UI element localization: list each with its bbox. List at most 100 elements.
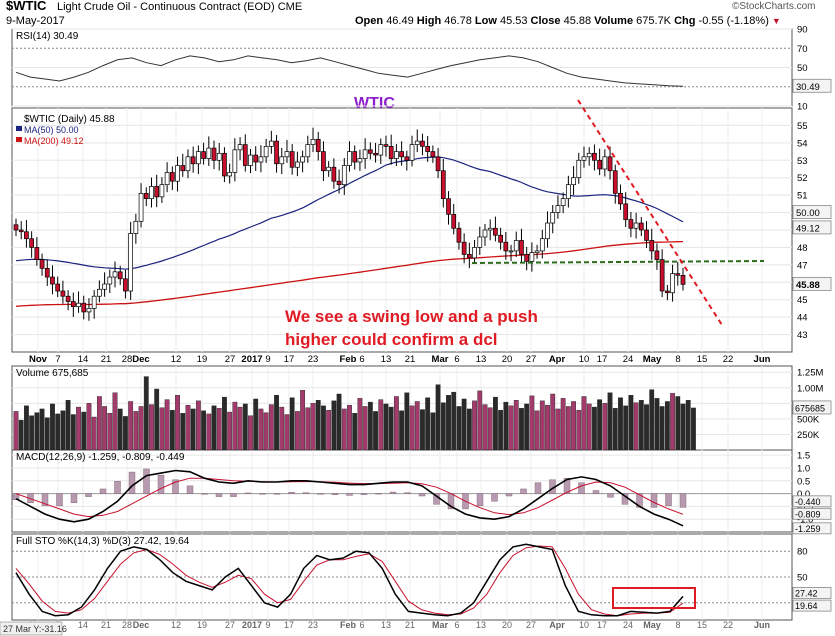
candle-body bbox=[216, 152, 222, 161]
candle-body bbox=[190, 156, 196, 165]
volume-bar bbox=[102, 406, 107, 451]
candle-body bbox=[435, 156, 441, 172]
x-tick-label: 6 bbox=[454, 354, 459, 365]
sto-x-tick-label: Jun bbox=[754, 620, 770, 630]
candle-body bbox=[76, 302, 81, 308]
x-tick-label: 22 bbox=[723, 354, 734, 365]
sto-x-tick-label: 12 bbox=[171, 620, 181, 630]
sto-x-tick-label: 13 bbox=[381, 620, 391, 630]
sto-x-tick-label: Feb bbox=[340, 620, 357, 630]
candle-body bbox=[482, 229, 488, 238]
x-tick-label: Feb bbox=[340, 354, 357, 365]
volume-bar bbox=[65, 400, 71, 451]
volume-bar bbox=[435, 384, 441, 451]
candle-body bbox=[159, 184, 165, 198]
sto-legend: Full STO %K(14,3) %D(3) 27.42, 19.64 bbox=[16, 536, 190, 547]
x-tick-label: 15 bbox=[697, 354, 708, 365]
candle-body bbox=[321, 151, 326, 172]
volume-bar bbox=[107, 413, 113, 451]
volume-bar bbox=[253, 398, 259, 451]
sto-x-tick-label: 15 bbox=[697, 620, 707, 630]
volume-bar bbox=[623, 405, 629, 451]
volume-bar bbox=[232, 401, 238, 451]
volume-value: 675.7K bbox=[636, 15, 672, 27]
volume-bar bbox=[216, 408, 222, 451]
candle-body bbox=[175, 165, 180, 182]
candle-body bbox=[237, 144, 243, 151]
candle-body bbox=[425, 145, 431, 152]
volume-y-tick-label: 500K bbox=[797, 414, 820, 425]
price-legend-symbol: $WTIC (Daily) 45.88 bbox=[24, 114, 115, 125]
price-legend-ma200: MA(200) 49.12 bbox=[24, 136, 84, 146]
price-y-tick-label: 48 bbox=[797, 243, 808, 254]
price-y-tick-label: 52 bbox=[797, 173, 808, 184]
candle-body bbox=[602, 156, 608, 170]
volume-bar bbox=[420, 409, 425, 451]
volume-bar bbox=[154, 388, 160, 451]
volume-bar bbox=[24, 405, 29, 451]
sto-last-value-label: 27.42 bbox=[795, 588, 818, 598]
volume-bar bbox=[477, 390, 483, 451]
x-tick-label: 7 bbox=[55, 354, 60, 365]
candle-body bbox=[133, 220, 139, 234]
candle-body bbox=[29, 238, 34, 248]
x-tick-label: 27 bbox=[225, 354, 236, 365]
candle-body bbox=[143, 193, 149, 199]
volume-bar bbox=[164, 399, 170, 451]
volume-bar bbox=[550, 393, 556, 451]
volume-bar bbox=[18, 419, 24, 451]
volume-bar bbox=[159, 407, 165, 451]
sto-k-line bbox=[15, 543, 684, 617]
candle-body bbox=[680, 274, 686, 285]
candle-body bbox=[50, 276, 55, 285]
volume-bar bbox=[628, 395, 634, 451]
volume-bar bbox=[128, 401, 134, 451]
volume-bar bbox=[326, 409, 332, 451]
volume-bar bbox=[638, 400, 644, 451]
x-tick-label: 10 bbox=[579, 354, 590, 365]
volume-bar bbox=[430, 412, 436, 451]
volume-bar bbox=[461, 398, 467, 451]
candle-body bbox=[519, 240, 524, 255]
candle-body bbox=[566, 184, 571, 199]
volume-bar bbox=[383, 403, 389, 451]
price-y-tick-label: 45 bbox=[797, 295, 808, 306]
volume-bar bbox=[258, 408, 264, 451]
volume-bar bbox=[586, 403, 592, 451]
price-y-tick-label: 44 bbox=[797, 313, 808, 324]
candle-body bbox=[446, 198, 451, 215]
price-last-value-label: 49.12 bbox=[796, 223, 820, 234]
macd-y-tick-label: 1.5 bbox=[797, 451, 810, 462]
volume-bar bbox=[222, 396, 227, 451]
x-tick-label: 19 bbox=[197, 354, 208, 365]
volume-bar bbox=[91, 416, 97, 451]
volume-bar bbox=[597, 399, 603, 451]
volume-bar bbox=[169, 409, 175, 451]
sto-x-tick-label: 21 bbox=[101, 620, 111, 630]
volume-bar bbox=[498, 409, 504, 451]
candle-body bbox=[440, 170, 446, 199]
sto-x-tick-label: 9 bbox=[265, 620, 270, 630]
candle-body bbox=[128, 233, 133, 292]
volume-bar bbox=[571, 401, 576, 451]
candle-body bbox=[665, 290, 670, 294]
sto-x-tick-label: 23 bbox=[308, 620, 318, 630]
crosshair-readout: 27 Mar Y:-31.16 bbox=[3, 624, 67, 634]
macd-histogram-bar bbox=[288, 492, 295, 494]
volume-bar bbox=[305, 407, 311, 451]
candle-body bbox=[169, 172, 175, 182]
volume-bar bbox=[409, 405, 415, 451]
volume-bar bbox=[29, 415, 35, 451]
macd-last-value-label: -0.809 bbox=[795, 509, 821, 519]
volume-bar bbox=[180, 413, 186, 451]
candle-body bbox=[227, 172, 232, 177]
volume-bar bbox=[133, 411, 139, 451]
candle-body bbox=[654, 250, 660, 260]
volume-bar bbox=[472, 400, 477, 451]
price-y-tick-label: 55 bbox=[797, 121, 808, 132]
volume-bar bbox=[274, 395, 279, 451]
volume-bar bbox=[482, 404, 488, 451]
macd-histogram-bar bbox=[99, 488, 107, 494]
candle-body bbox=[55, 283, 61, 292]
x-tick-label: 17 bbox=[597, 354, 608, 365]
